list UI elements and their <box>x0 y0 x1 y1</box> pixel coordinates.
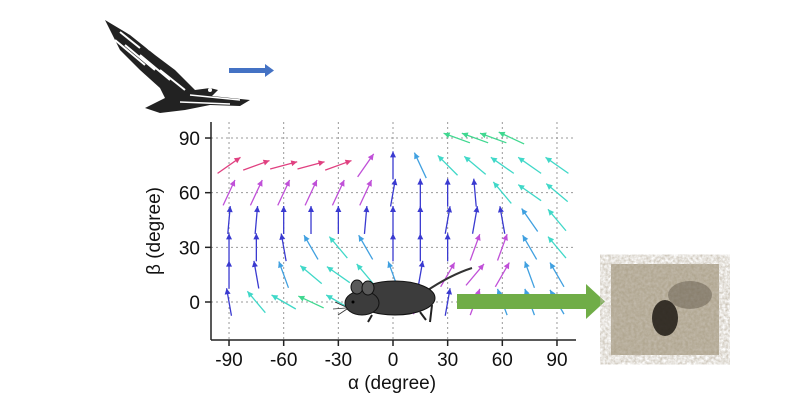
vector-arrow <box>222 179 236 206</box>
x-tick-label: 30 <box>437 350 458 371</box>
vector-arrow <box>389 178 398 207</box>
vector-arrow <box>497 206 506 234</box>
vector-arrow <box>545 183 569 203</box>
vector-arrow <box>444 206 453 234</box>
vector-arrow <box>277 179 291 206</box>
y-axis-label: β (degree) <box>144 187 165 275</box>
vector-arrow <box>328 236 348 259</box>
vector-arrow <box>443 132 471 144</box>
vector-arrow <box>524 261 536 289</box>
vector-arrow <box>297 160 325 170</box>
vector-arrow <box>298 295 324 309</box>
x-tick-label: 90 <box>546 350 567 371</box>
mouse-illustration <box>332 267 473 323</box>
vector-arrow <box>490 156 515 174</box>
vector-arrow <box>417 233 424 262</box>
vector-arrow <box>331 179 345 206</box>
vector-arrow <box>279 233 287 262</box>
vector-arrow <box>280 206 287 235</box>
vector-arrow <box>303 234 319 260</box>
vector-arrow <box>437 154 459 176</box>
vector-arrow <box>517 184 542 202</box>
vector-arrow <box>469 233 481 261</box>
vector-arrow <box>308 206 315 235</box>
vector-arrow <box>271 294 297 310</box>
vector-arrow <box>363 206 370 235</box>
vector-arrow <box>335 206 342 235</box>
vector-arrow <box>390 206 396 235</box>
y-tick-label: 90 <box>179 129 200 150</box>
vector-arrow <box>304 179 318 206</box>
vector-arrow <box>471 178 478 207</box>
vector-arrow <box>324 159 352 171</box>
vector-arrow <box>390 233 396 262</box>
x-tick-label: -60 <box>270 350 297 371</box>
vector-arrow <box>358 234 374 260</box>
x-tick-label: -30 <box>325 350 352 371</box>
vector-arrow <box>326 266 351 284</box>
x-tick-label: 0 <box>388 350 399 371</box>
vector-arrow <box>498 131 525 145</box>
burrow-photo <box>611 264 719 355</box>
vector-arrow <box>417 206 424 235</box>
vector-arrow <box>444 178 451 207</box>
vector-arrow <box>226 260 233 289</box>
vector-arrow <box>440 262 456 288</box>
escape-arrow <box>457 284 605 319</box>
vector-arrow <box>461 132 489 144</box>
vector-arrow <box>521 208 539 232</box>
vector-arrow <box>547 236 567 259</box>
vector-arrow <box>479 132 507 144</box>
vector-arrow <box>217 156 241 174</box>
vector-arrow <box>444 233 451 262</box>
vector-arrow <box>242 159 270 171</box>
eagle-illustration <box>105 20 250 113</box>
vector-arrow <box>226 233 233 262</box>
y-tick-label: 30 <box>179 238 200 259</box>
vector-arrow <box>269 160 298 170</box>
vector-arrow <box>492 181 512 204</box>
y-tick-label: 60 <box>179 184 200 205</box>
vector-arrow <box>547 208 567 232</box>
arrows <box>217 131 569 316</box>
vector-arrow <box>254 206 261 235</box>
vector-arrow <box>226 206 233 235</box>
vector-arrow <box>249 179 263 206</box>
vector-arrow <box>413 152 427 179</box>
vector-arrow <box>357 153 375 178</box>
vector-arrow <box>522 234 538 260</box>
vector-arrow <box>494 262 510 288</box>
vector-arrow <box>390 151 396 180</box>
vector-arrow <box>253 233 260 262</box>
vector-arrow <box>417 178 424 207</box>
vector-arrow <box>444 288 453 316</box>
vector-arrow <box>299 265 323 285</box>
x-tick-label: 60 <box>492 350 513 371</box>
vector-arrow <box>545 156 569 174</box>
predator-direction-arrow <box>229 64 274 77</box>
vector-arrow <box>549 262 565 288</box>
vector-arrow <box>471 206 480 234</box>
vector-arrow <box>224 288 233 316</box>
x-tick-label: -90 <box>215 350 242 371</box>
vector-field-plot: -90 -60 -30 0 30 60 90 0 30 60 90 α (degree) β (de… <box>144 122 576 394</box>
vector-arrow <box>517 156 542 174</box>
vector-arrow <box>252 260 260 289</box>
vector-arrow <box>359 179 373 206</box>
vector-arrow <box>496 233 508 261</box>
vector-arrow <box>463 155 487 175</box>
x-axis-label: α (degree) <box>348 373 436 394</box>
vector-arrow <box>278 261 290 289</box>
vector-arrow <box>465 263 485 286</box>
vector-arrow <box>246 290 266 314</box>
y-tick-label: 0 <box>189 293 200 314</box>
